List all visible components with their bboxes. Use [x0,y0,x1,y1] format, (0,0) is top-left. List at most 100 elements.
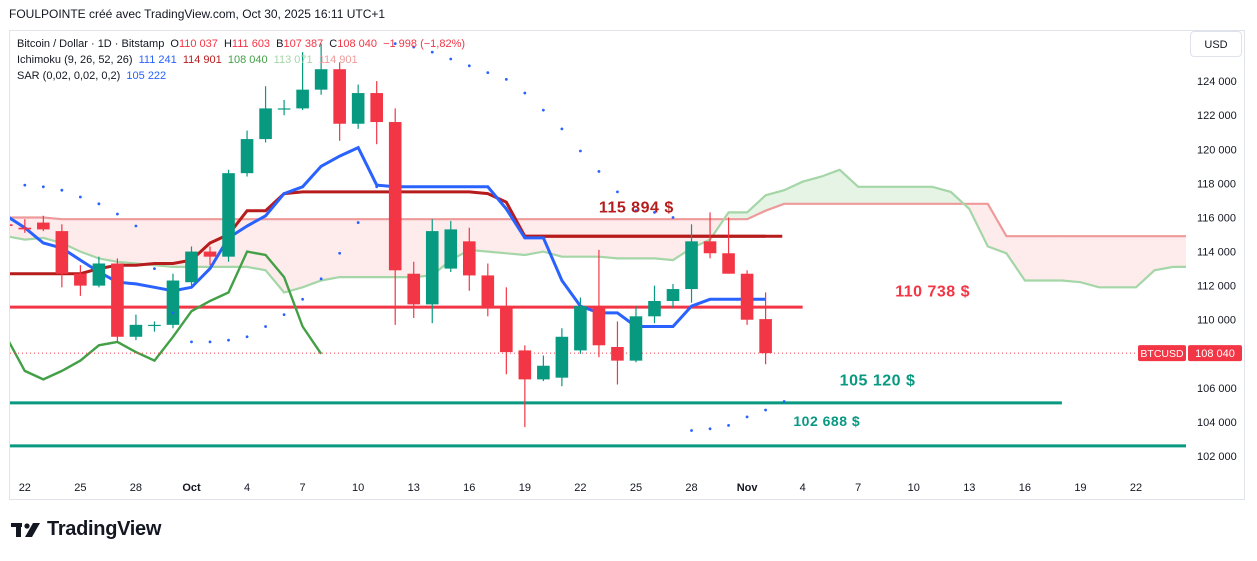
sar-dot [671,216,675,219]
candle-body [185,251,198,283]
sar-dot [653,210,656,214]
candle-body [277,108,291,110]
y-axis-tick-label: 124 000 [1197,76,1237,88]
sar-dot [597,170,601,173]
candlestick [314,43,328,95]
kumo-cloud-segment [1043,236,1062,281]
legend-sar-row: SAR (0,02, 0,02, 0,2) 105 222 [17,68,468,84]
legend-ichimoku-label[interactable]: Ichimoku (9, 26, 52, 26) [17,54,133,66]
x-axis-tick-label: 19 [519,482,531,494]
candlestick [537,355,550,382]
y-axis-tick-label: 122 000 [1197,110,1237,122]
kumo-cloud-segment [784,181,803,204]
candlestick [111,258,124,342]
sar-dot [634,209,638,213]
y-axis-tick-label: 106 000 [1197,383,1237,395]
kumo-cloud-segment [635,219,655,259]
candle-body [537,365,550,380]
y-axis-tick-label: 120 000 [1197,144,1237,156]
candlestick [185,246,198,286]
sar-dot [319,277,323,281]
sar-dot [745,415,749,419]
candle-body [740,273,754,320]
x-axis-tick-label: 10 [908,482,920,494]
tradingview-logo-text: TradingView [47,518,162,540]
legend-sar-label[interactable]: SAR (0,02, 0,02, 0,2) [17,70,121,82]
candlestick [222,169,235,262]
legend-high: H111 603 [223,38,271,50]
x-axis-tick-label: 22 [574,482,586,494]
last-price-value-text: 108 040 [1195,348,1235,360]
candlestick [574,297,587,354]
sar-dot [134,224,138,228]
candlestick [37,215,50,232]
currency-button[interactable]: USD [1190,31,1242,57]
candle-body [407,273,421,305]
kumo-cloud-segment [561,219,581,257]
x-axis-tick-label: 16 [463,482,475,494]
kumo-cloud-segment [1135,236,1155,288]
candlestick [388,108,402,325]
candle-body [555,336,569,378]
y-axis-tick-label: 102 000 [1197,451,1237,463]
candle-body [388,122,402,271]
x-axis-tick-label: Oct [182,482,201,494]
sar-dot [171,311,175,315]
chart-header: FOULPOINTE créé avec TradingView.com, Oc… [9,7,386,21]
kumo-cloud-segment [913,186,933,204]
candlestick [92,256,106,288]
sar-dot [467,64,471,68]
kumo-cloud-segment [1154,236,1174,271]
legend-symbol[interactable]: Bitcoin / Dollar · 1D · Bitstamp [17,38,165,50]
kumo-cloud-segment [728,212,748,220]
candle-body [500,307,513,353]
kumo-cloud-segment [1080,236,1099,288]
candle-body [759,319,772,354]
senkou-span-b-line [10,202,1186,238]
candle-body [351,93,365,124]
candle-body [611,346,624,361]
sar-dot [41,185,45,189]
legend-change: −1 998 (−1,82%) [383,38,466,50]
sar-dot [504,78,508,81]
kumo-cloud-segment [543,219,562,257]
level-price-label: 102 688 $ [793,413,860,429]
kumo-cloud-segment [321,219,340,281]
candlestick [407,261,421,319]
last-price-symbol-badge [1138,345,1186,362]
candle-body [222,173,235,257]
last-price-value-badge [1188,345,1242,362]
legend-ichimoku-row: Ichimoku (9, 26, 52, 26) 111 241 114 901… [17,52,468,68]
kumo-cloud-segment [80,219,99,259]
kumo-cloud-segment [839,169,859,204]
kumo-cloud-segment [98,219,118,262]
candlestick [74,265,87,296]
candle-body [518,350,532,380]
candle-body [10,224,13,226]
legend-sar-value: 105 222 [126,70,167,82]
candle-body [18,227,32,230]
legend-open: O110 037 [170,38,218,50]
candlestick [10,224,13,226]
tradingview-logo[interactable]: TradingView [11,518,161,541]
candle-body [259,108,272,140]
candle-body [444,229,458,269]
candlestick [759,292,772,365]
kumo-cloud-segment [747,195,766,220]
candlestick [592,249,606,358]
x-axis-tick-label: 4 [800,482,806,494]
candlestick [351,84,365,129]
sar-dot [449,57,453,61]
candlestick [666,283,680,308]
sar-dot [301,297,305,301]
candlestick [129,314,143,341]
kumo-cloud-segment [598,219,618,259]
candlestick [18,219,32,233]
kumo-cloud-segment [302,219,322,288]
legend-price-row: Bitcoin / Dollar · 1D · Bitstamp O110 03… [17,36,468,52]
chart-frame [9,30,1245,500]
chikou-span-line [10,250,323,381]
level-price-label: 110 738 $ [895,284,970,301]
kumo-cloud-segment [580,219,599,257]
